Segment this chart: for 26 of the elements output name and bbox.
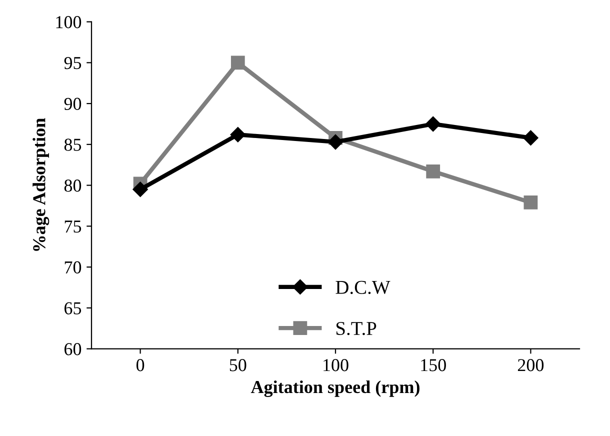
- y-tick-label: 90: [64, 98, 82, 110]
- y-tick-label: 100: [56, 16, 82, 28]
- legend-label: S.T.P: [336, 322, 376, 336]
- y-tick-label: 85: [64, 138, 82, 151]
- point: [230, 56, 245, 70]
- y-tick-label: 75: [64, 220, 82, 233]
- point: [426, 116, 441, 132]
- x-tick-label: 200: [518, 359, 544, 372]
- x-tick-label: 0: [136, 359, 144, 372]
- point: [328, 134, 344, 150]
- point: [426, 164, 440, 178]
- x-axis-title: Agitation speed (rpm): [250, 380, 420, 397]
- x-tick-label: 150: [421, 359, 446, 372]
- x-tick-label: 100: [324, 359, 348, 372]
- y-tick-label: 65: [64, 302, 82, 314]
- x-tick-label: 50: [230, 359, 246, 372]
- point: [524, 196, 538, 210]
- y-axis-title: %age Adsorption: [32, 118, 50, 251]
- y-tick-label: 80: [64, 180, 82, 192]
- legend-label: D.C.W: [336, 280, 390, 294]
- y-tick-label: 70: [64, 261, 82, 274]
- y-tick-label: 60: [64, 343, 82, 356]
- point: [230, 127, 246, 142]
- y-tick-label: 95: [64, 56, 82, 70]
- point: [523, 130, 538, 146]
- point: [132, 182, 148, 197]
